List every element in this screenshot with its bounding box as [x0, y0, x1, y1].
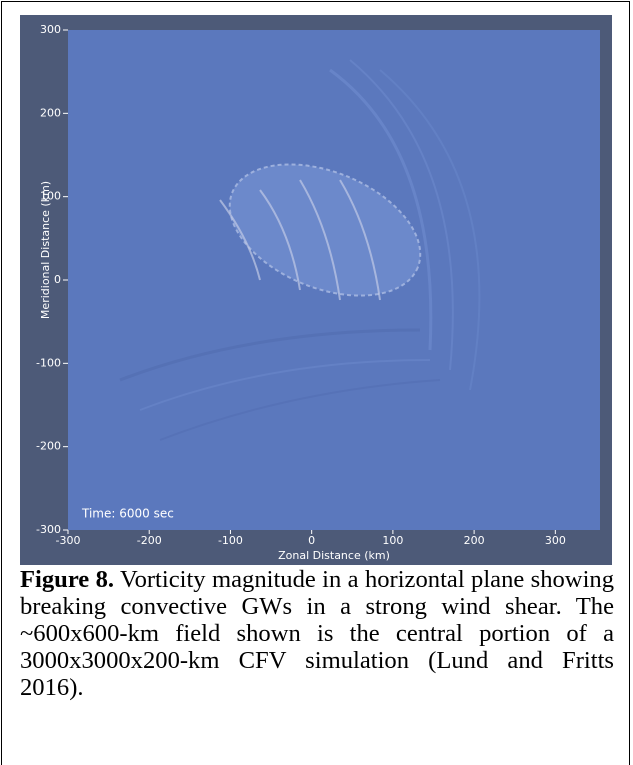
y-tick-label: -300 — [36, 523, 61, 536]
x-axis-label: Zonal Distance (km) — [278, 549, 390, 562]
x-tick-label: 100 — [382, 534, 403, 547]
figure-caption: Figure 8. Vorticity magnitude in a horiz… — [20, 566, 614, 701]
x-tick-label: 200 — [464, 534, 485, 547]
caption-label: Figure 8. — [20, 566, 114, 593]
x-tick-label: -100 — [218, 534, 243, 547]
x-tick-label: 0 — [308, 534, 315, 547]
y-tick-label: 200 — [40, 106, 61, 119]
y-tick-label: -200 — [36, 440, 61, 453]
x-tick-label: 300 — [545, 534, 566, 547]
y-tick-label: 300 — [40, 23, 61, 36]
figure: Time: 6000 sec Zonal Distance (km) Merid… — [0, 0, 633, 565]
y-tick-label: 0 — [54, 273, 61, 286]
time-annotation: Time: 6000 sec — [81, 507, 174, 521]
x-tick-label: -200 — [137, 534, 162, 547]
y-tick-label: 100 — [40, 190, 61, 203]
y-tick-label: -100 — [36, 356, 61, 369]
